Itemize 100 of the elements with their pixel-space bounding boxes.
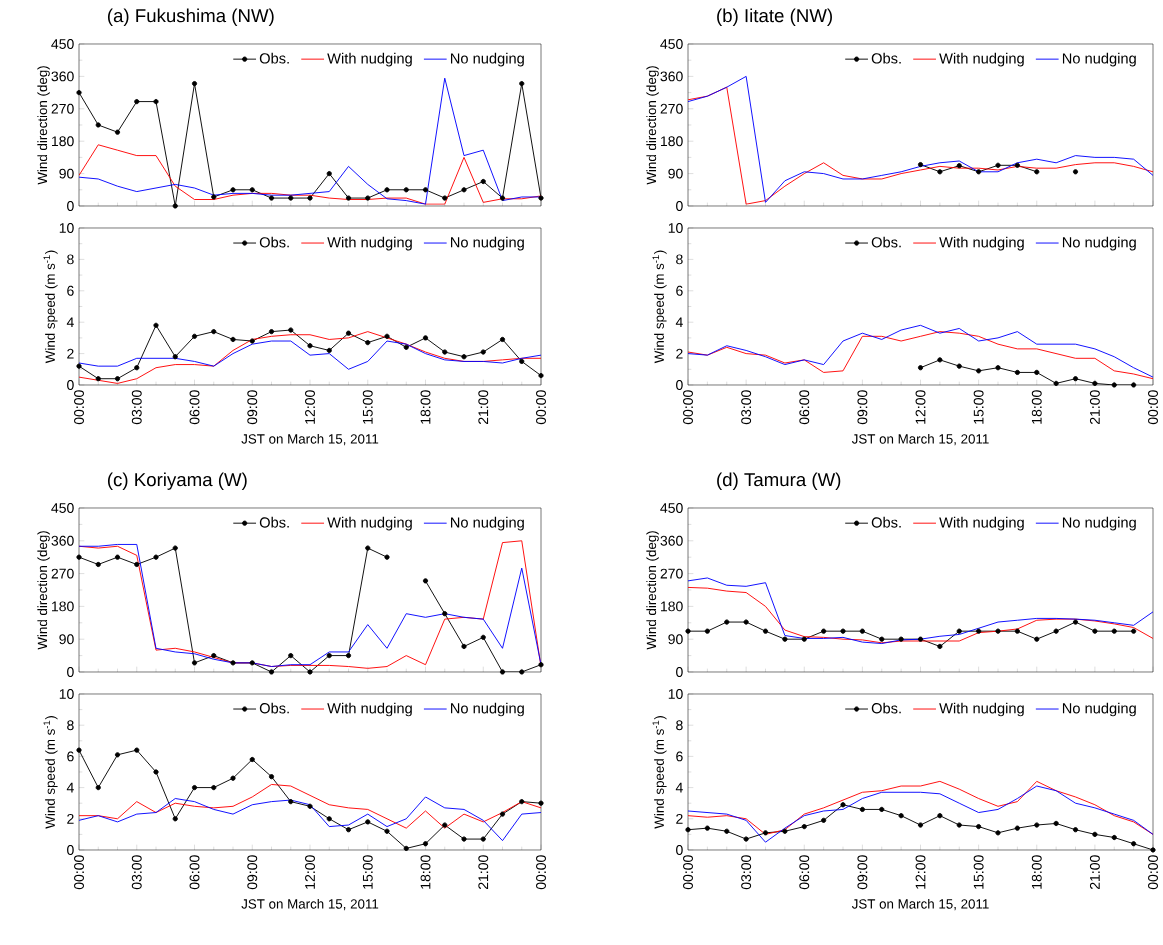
point [134, 98, 140, 105]
y-tick-label: 360 [51, 71, 74, 82]
point [442, 611, 448, 617]
y-tick-label: 2 [676, 813, 683, 824]
y-tick-label: 270 [51, 103, 74, 114]
point [268, 669, 275, 675]
y-axis-title: Wind direction (deg) [646, 531, 659, 650]
point [326, 170, 332, 177]
point [1131, 382, 1137, 388]
point [172, 816, 178, 822]
point [153, 98, 159, 105]
x-tick-label: 21:00 [478, 855, 489, 890]
point [499, 195, 506, 201]
point [384, 187, 390, 193]
x-tick-label: 12:00 [305, 855, 315, 889]
x-tick-label: 09:00 [857, 855, 868, 890]
legend-label: Obs. [259, 236, 289, 248]
x-tick-label: 15:00 [973, 390, 984, 424]
line-series [79, 796, 542, 842]
point [422, 578, 429, 584]
point [345, 652, 352, 659]
point [917, 636, 924, 642]
point [365, 195, 371, 201]
y-tick-label: 90 [59, 168, 74, 179]
y-tick-label: 10 [59, 223, 74, 233]
point [403, 344, 409, 350]
point [268, 195, 275, 201]
point [365, 819, 371, 825]
x-tick-label: 12:00 [915, 390, 926, 424]
point [917, 822, 924, 828]
point [211, 194, 217, 200]
point [307, 803, 313, 809]
point [879, 636, 885, 642]
point [345, 195, 352, 201]
legend-label: No nudging [451, 52, 524, 67]
point [249, 338, 255, 344]
legend-label: With nudging [939, 236, 1024, 251]
y-axis-title: Wind speed (m s$^{-1}$) [652, 716, 667, 829]
point [480, 634, 486, 640]
x-tick-label: 21:00 [1089, 390, 1100, 425]
point [995, 628, 1001, 634]
point [840, 802, 846, 808]
point [1092, 831, 1098, 837]
point [76, 747, 82, 753]
y-tick-label: 180 [661, 136, 683, 147]
legend-label: With nudging [327, 702, 412, 717]
y-tick-label: 0 [67, 667, 74, 677]
x-axis-title: JST on March 15, 2011 [241, 433, 379, 446]
point [898, 813, 904, 819]
point [1034, 369, 1040, 376]
point [724, 619, 730, 625]
y-axis-title: Wind speed (m s$^{-1}$) [43, 250, 58, 364]
point [519, 669, 525, 675]
y-tick-label: 8 [676, 254, 683, 265]
y-tick-label: 180 [52, 601, 74, 612]
point [211, 329, 217, 335]
x-tick-label: 00:00 [683, 390, 693, 425]
point [230, 775, 236, 781]
legend-label: No nudging [451, 516, 524, 531]
y-tick-label: 270 [660, 103, 683, 114]
point [95, 561, 101, 568]
point [937, 643, 943, 650]
y-tick-label: 0 [67, 201, 74, 211]
y-tick-label: 0 [676, 667, 683, 677]
y-tick-label: 360 [660, 71, 683, 82]
point [976, 628, 982, 634]
point [937, 813, 943, 819]
x-tick-label: 12:00 [915, 855, 926, 889]
y-tick-label: 8 [67, 254, 74, 265]
point [403, 187, 409, 193]
y-axis-title: Wind direction (deg) [37, 531, 50, 650]
y-tick-label: 4 [66, 782, 74, 793]
point [480, 349, 486, 355]
point [461, 354, 467, 360]
legend-label: With nudging [327, 236, 412, 251]
point [153, 322, 159, 328]
y-axis-title: Wind direction (deg) [646, 66, 659, 185]
x-tick-label: 00:00 [74, 855, 84, 890]
point [499, 336, 506, 343]
y-tick-label: 0 [676, 201, 683, 211]
point [519, 799, 525, 805]
x-tick-label: 03:00 [741, 390, 752, 425]
point [403, 845, 409, 852]
point [976, 368, 982, 374]
point [153, 769, 159, 775]
point [1014, 628, 1020, 634]
point [134, 365, 140, 371]
x-axis-title: JST on March 15, 2011 [241, 898, 379, 911]
chart-title: (c) Koriyama (W) [107, 472, 247, 490]
legend-label: With nudging [939, 702, 1024, 717]
y-tick-label: 10 [59, 689, 74, 699]
point [1053, 628, 1059, 634]
point [114, 129, 121, 135]
point [307, 195, 313, 201]
point [480, 178, 486, 185]
point [1072, 376, 1079, 382]
y-tick-label: 450 [660, 39, 683, 49]
point [114, 554, 121, 560]
y-tick-label: 180 [52, 136, 74, 147]
legend-label: Obs. [871, 236, 901, 248]
